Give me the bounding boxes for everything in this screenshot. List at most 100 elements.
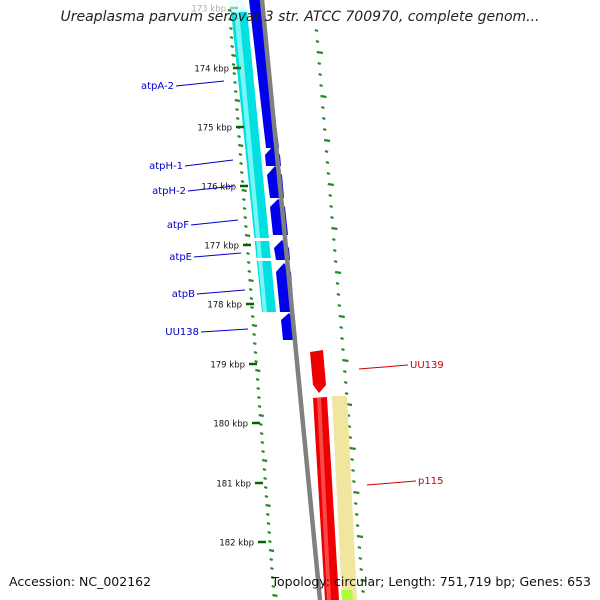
skew-dot-inner <box>234 98 241 103</box>
label-atpE: atpE <box>169 252 192 263</box>
skew-dot-inner <box>257 404 262 409</box>
skew-dot-inner <box>240 179 245 184</box>
label-leader-atpH-2 <box>187 185 235 192</box>
skew-dot-inner <box>269 557 274 562</box>
skew-dot-outer <box>359 567 364 572</box>
skew-dot-inner <box>259 431 264 436</box>
skew-dot-inner <box>270 566 274 571</box>
skew-dot-inner <box>237 134 241 139</box>
skew-dot-outer <box>335 281 340 286</box>
skew-dot-outer <box>320 94 327 99</box>
label-leader-UU138 <box>200 328 249 333</box>
skew-dot-outer <box>344 391 349 396</box>
skew-dot-inner <box>268 548 275 553</box>
skew-dot-inner <box>252 341 257 346</box>
skew-dot-outer <box>318 72 322 77</box>
backbone-line <box>259 0 323 600</box>
skew-dot-inner <box>265 512 270 517</box>
skew-dot-outer <box>342 358 349 363</box>
skew-dot-outer <box>361 589 365 594</box>
skew-dot-outer <box>340 336 344 341</box>
gene-labels: atpA-2 atpH-1 atpH-2 atpF atpE atpB UU138 UU139… <box>141 80 444 487</box>
skew-dot-inner <box>263 485 268 490</box>
skew-dot-inner <box>249 296 254 301</box>
skew-dot-inner <box>264 494 269 499</box>
skew-dot-outer <box>337 303 342 308</box>
skew-dot-outer <box>356 534 364 539</box>
skew-dot-inner <box>271 584 276 589</box>
skew-dot-inner <box>230 44 235 49</box>
skew-dot-inner <box>258 413 264 418</box>
label-leader-UU139 <box>358 364 409 370</box>
cds-band-forward <box>332 396 357 600</box>
cds-band-highlight <box>234 10 267 312</box>
label-leader-atpE <box>193 252 242 258</box>
skew-dot-outer <box>327 182 334 187</box>
tick-label: 178 kbp <box>207 301 242 311</box>
skew-dot-outer <box>326 171 331 176</box>
gene-UU139 <box>310 350 326 393</box>
skew-dot-inner <box>244 224 248 229</box>
skew-dot-outer <box>321 116 326 121</box>
skew-dot-inner <box>268 539 272 544</box>
label-atpH-1: atpH-1 <box>149 161 183 172</box>
label-leader-atpA-2 <box>175 80 225 87</box>
skew-dot-inner <box>242 197 246 202</box>
label-UU138: UU138 <box>165 327 199 338</box>
label-leader-atpB <box>196 289 246 295</box>
skew-dot-inner <box>241 188 247 193</box>
label-leader-atpH-1 <box>184 159 234 167</box>
skew-dot-inner <box>270 575 275 580</box>
skew-dot-outer <box>316 50 324 55</box>
label-atpH-2: atpH-2 <box>152 186 186 197</box>
gc-skew-track <box>227 8 367 598</box>
skew-dot-inner <box>250 314 255 319</box>
skew-dot-outer <box>358 556 363 561</box>
skew-dot-inner <box>256 386 261 391</box>
skew-dot-outer <box>333 259 338 264</box>
skew-dot-outer <box>360 578 367 583</box>
label-UU139: UU139 <box>410 360 444 371</box>
label-leader-p115 <box>366 480 417 486</box>
skew-dot-inner <box>252 332 256 337</box>
skew-dot-inner <box>267 530 272 535</box>
skew-dot-outer <box>321 105 325 110</box>
skew-dot-inner <box>247 269 252 274</box>
topology-text: Topology: circular; Length: 751,719 bp; … <box>271 574 592 589</box>
skew-dot-outer <box>352 479 356 484</box>
skew-dot-inner <box>239 161 243 166</box>
skew-dot-outer <box>343 380 348 385</box>
skew-dot-inner <box>250 305 254 310</box>
skew-dot-inner <box>229 35 234 40</box>
skew-dot-inner <box>260 440 265 445</box>
skew-dot-outer <box>342 369 347 374</box>
skew-dot-inner <box>248 287 253 292</box>
skew-dot-inner <box>231 62 236 67</box>
skew-dot-outer <box>339 325 343 330</box>
feature-track <box>227 0 357 600</box>
skew-dot-outer <box>328 193 333 198</box>
tick-label: 179 kbp <box>210 361 245 371</box>
tick-label: 175 kbp <box>197 124 232 134</box>
map-title: Ureaplasma parvum serovar 3 str. ATCC 70… <box>60 9 540 25</box>
backbone-track <box>259 0 323 600</box>
skew-dot-inner <box>246 260 251 265</box>
skew-dot-inner <box>262 467 267 472</box>
tick-label: 174 kbp <box>194 65 229 75</box>
skew-dot-inner <box>263 476 267 481</box>
skew-dot-outer <box>329 204 333 209</box>
tick-label: 173 kbp <box>191 5 226 15</box>
skew-dot-inner <box>235 107 239 112</box>
skew-dot-outer <box>351 468 355 473</box>
label-atpF: atpF <box>167 220 189 231</box>
tick-label: 182 kbp <box>219 539 254 549</box>
skew-dot-inner <box>231 53 237 58</box>
skew-dot-inner <box>266 521 271 526</box>
tick-label: 181 kbp <box>216 480 251 490</box>
cds-gap <box>245 258 275 261</box>
skew-dot-inner <box>253 350 258 355</box>
label-leader-atpF <box>190 219 239 226</box>
skew-dot-outer <box>331 237 336 242</box>
